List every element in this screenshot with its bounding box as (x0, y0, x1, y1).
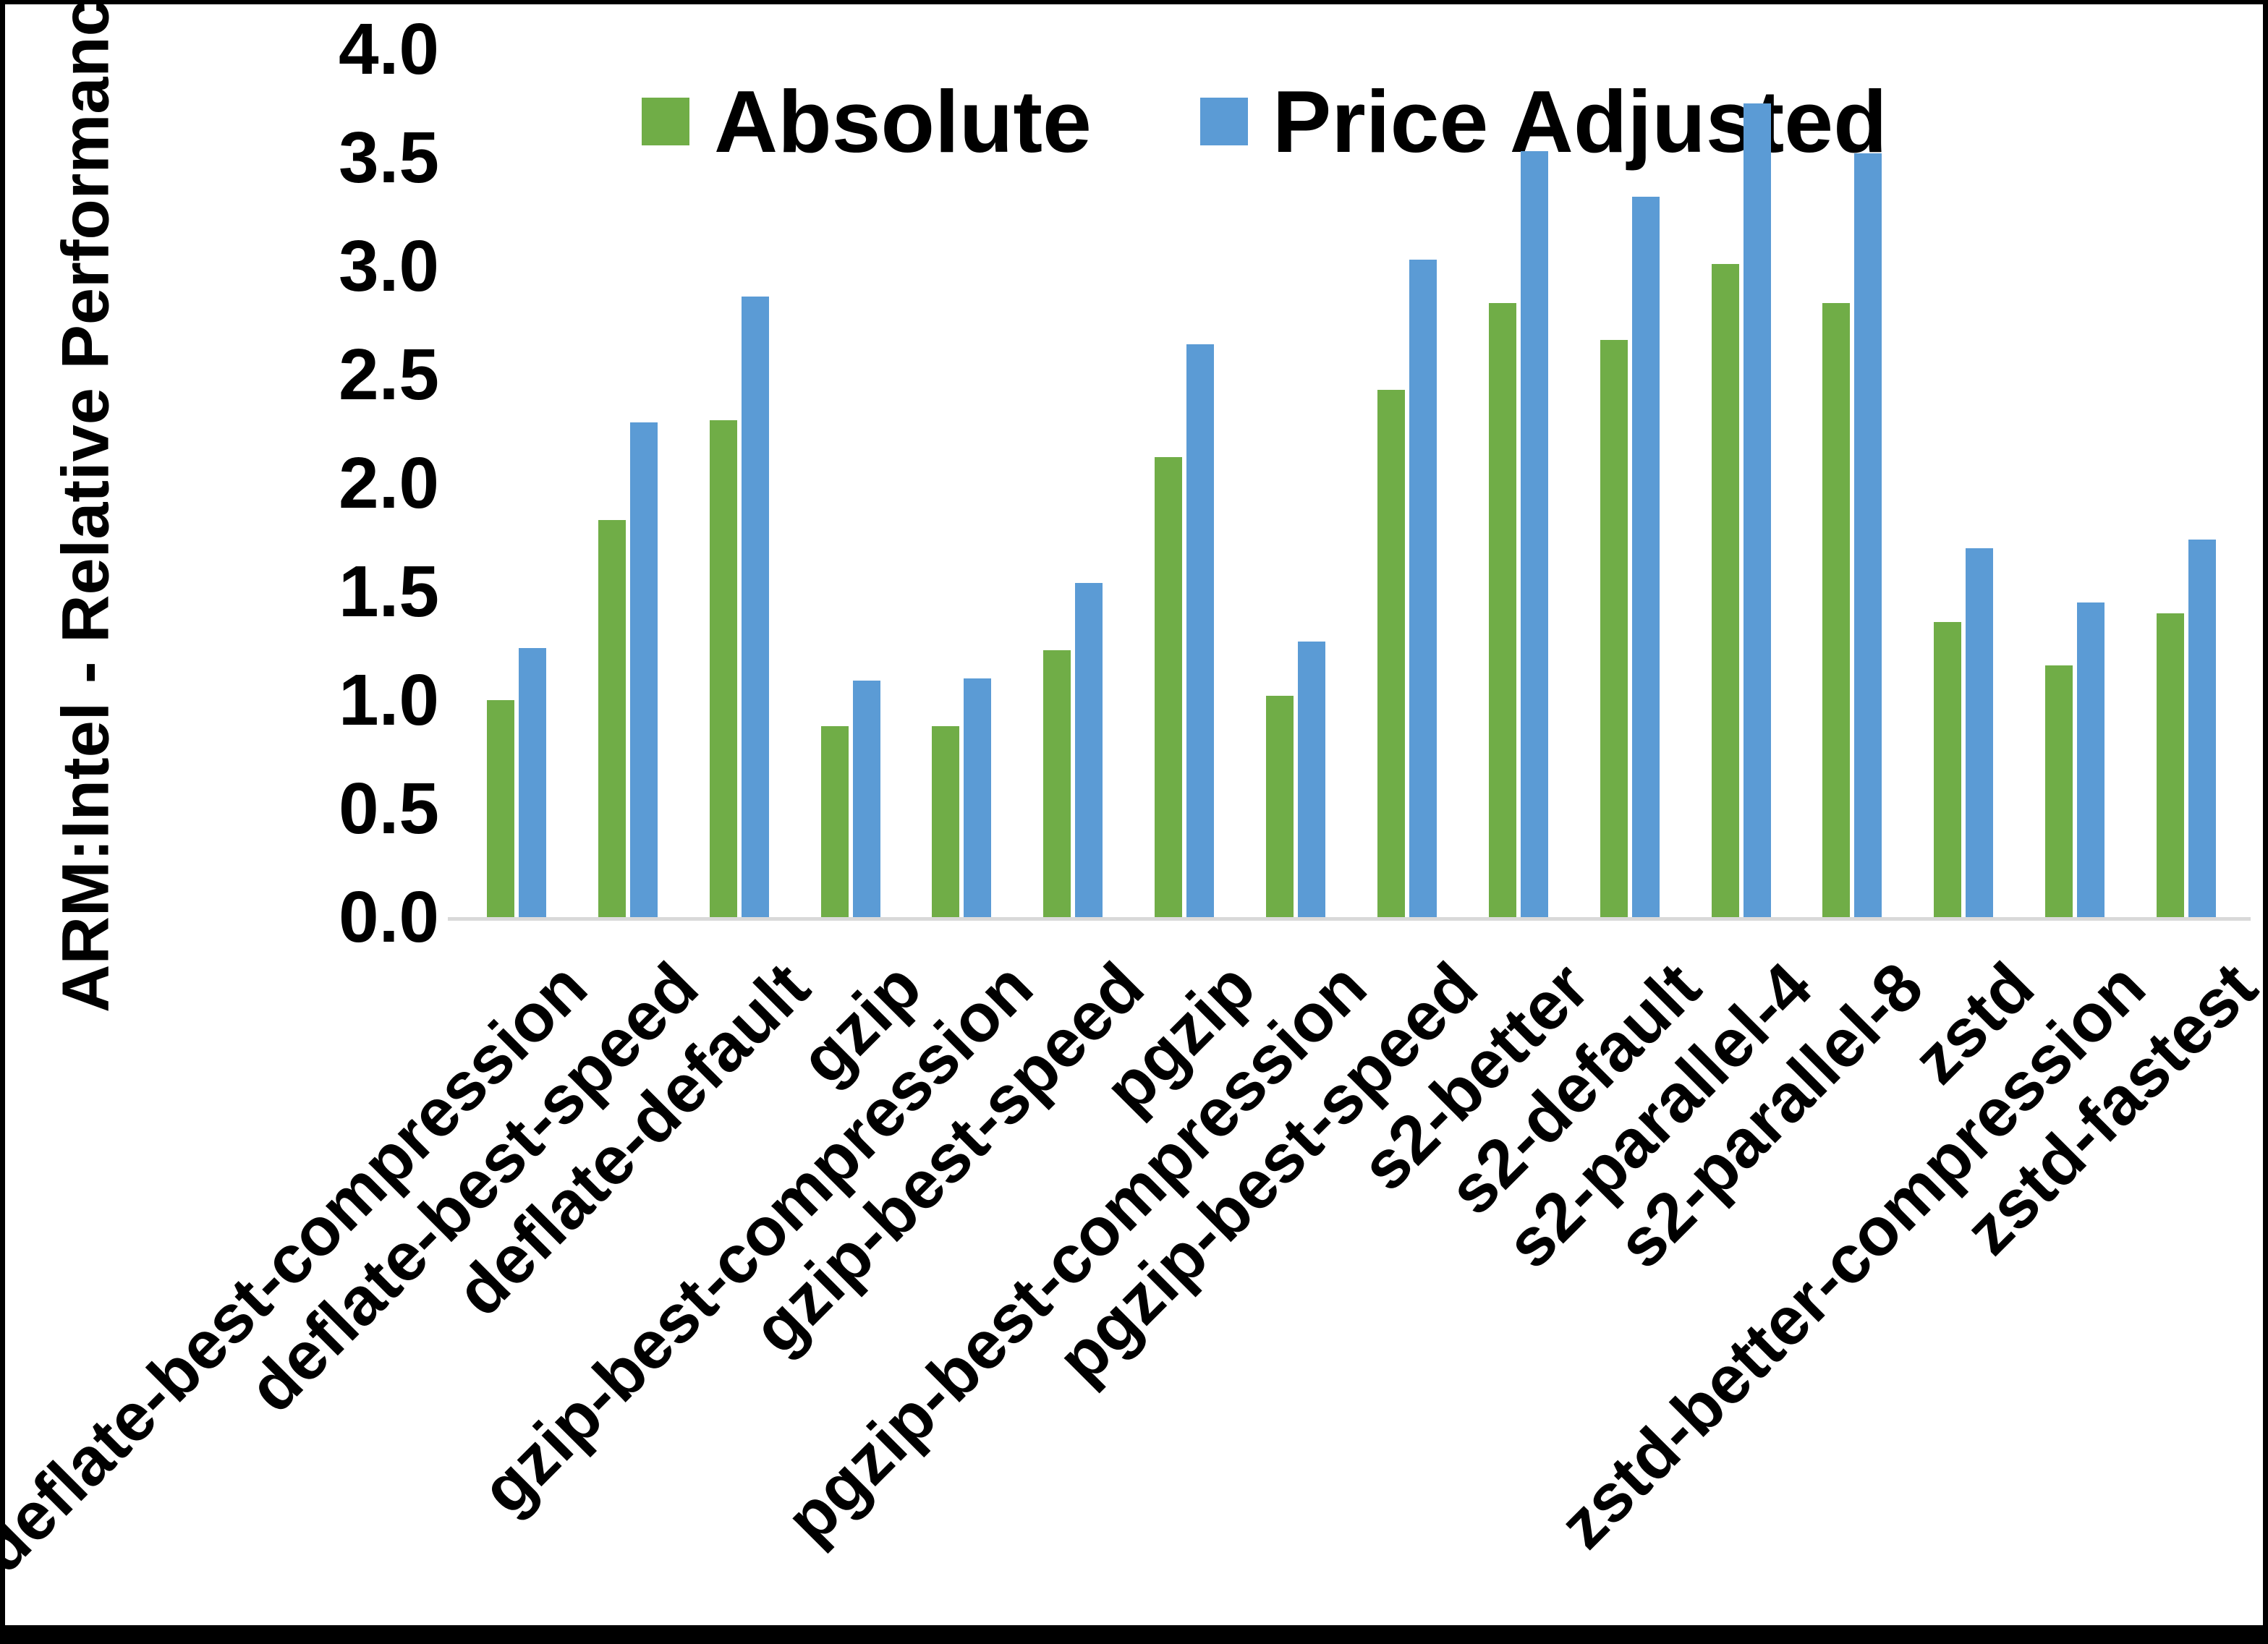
bar-absolute-s2-better (1488, 303, 1516, 917)
bar-absolute-zstd-better-compression (2045, 665, 2073, 917)
bar-absolute-deflate-best-compression (486, 700, 514, 917)
bar-price-adjusted-pgzip-best-compression (1298, 642, 1326, 917)
legend-item-price-adjusted: Price Adjusted (1199, 71, 1887, 172)
plot-area (461, 49, 2242, 917)
bar-absolute-deflate-best-speed (598, 520, 626, 917)
bar-absolute-pgzip (1155, 457, 1183, 917)
bar-price-adjusted-deflate-default (741, 297, 769, 917)
y-tick-label: 3.0 (338, 226, 439, 307)
bar-price-adjusted-gzip-best-speed (1075, 583, 1103, 917)
bar-price-adjusted-zstd-fastest (2188, 540, 2217, 917)
bar-absolute-gzip (820, 726, 849, 917)
bar-absolute-pgzip-best-speed (1377, 390, 1405, 917)
bar-absolute-deflate-default (709, 420, 737, 917)
bar-absolute-s2-default (1600, 340, 1628, 917)
bar-price-adjusted-pgzip (1186, 344, 1215, 917)
legend-item-absolute: Absolute (642, 71, 1092, 172)
bar-absolute-zstd-fastest (2157, 613, 2185, 917)
y-tick-label: 0.5 (338, 768, 439, 849)
bar-price-adjusted-s2-parallel-8 (1854, 153, 1882, 917)
bar-price-adjusted-s2-default (1631, 197, 1660, 917)
bar-price-adjusted-gzip-best-compression (964, 678, 992, 917)
legend-swatch-icon (642, 98, 689, 145)
bar-price-adjusted-zstd-better-compression (2077, 602, 2105, 917)
y-tick-label: 1.0 (338, 660, 439, 741)
legend-swatch-icon (1199, 98, 1248, 145)
y-tick-label: 2.0 (338, 443, 439, 524)
legend-label: Absolute (714, 72, 1092, 171)
bar-price-adjusted-s2-better (1520, 151, 1548, 917)
bar-price-adjusted-gzip (852, 681, 880, 917)
bar-price-adjusted-pgzip-best-speed (1409, 260, 1437, 917)
bar-absolute-pgzip-best-compression (1266, 696, 1294, 917)
legend-label: Price Adjusted (1272, 72, 1887, 171)
bar-absolute-gzip-best-speed (1043, 650, 1071, 917)
bar-price-adjusted-deflate-best-compression (518, 648, 546, 917)
y-tick-label: 4.0 (338, 9, 439, 90)
bar-price-adjusted-zstd (1966, 548, 1994, 917)
bar-absolute-s2-parallel-4 (1711, 264, 1739, 917)
bar-price-adjusted-deflate-best-speed (629, 422, 658, 917)
x-axis-line (448, 917, 2251, 921)
bar-absolute-zstd (1934, 622, 1962, 917)
bar-absolute-s2-parallel-8 (1822, 303, 1851, 917)
y-tick-label: 0.0 (338, 877, 439, 958)
legend: Absolute Price Adjusted (642, 71, 1887, 172)
y-tick-label: 3.5 (338, 117, 439, 198)
y-tick-label: 2.5 (338, 334, 439, 415)
y-tick-label: 1.5 (338, 551, 439, 632)
bar-absolute-gzip-best-compression (932, 726, 960, 917)
bar-price-adjusted-s2-parallel-4 (1743, 103, 1771, 917)
